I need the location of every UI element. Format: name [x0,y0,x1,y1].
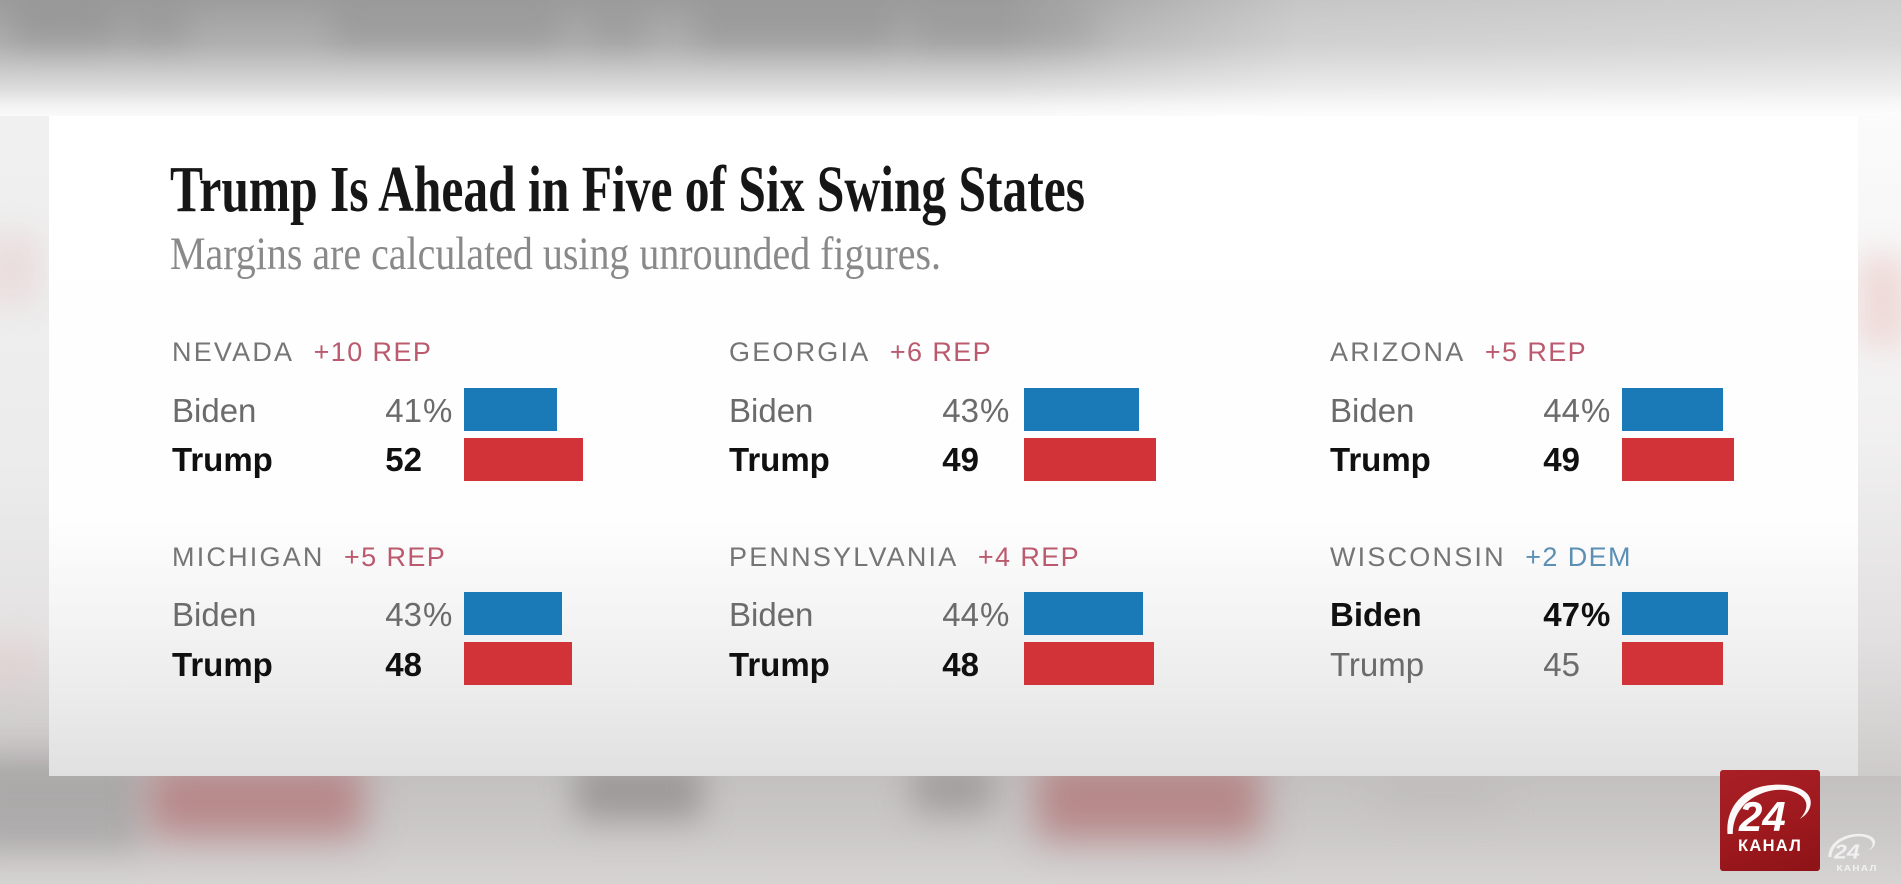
svg-text:24: 24 [1833,841,1860,863]
svg-text:24: 24 [1738,793,1786,840]
svg-text:КАНАЛ: КАНАЛ [1738,837,1802,855]
svg-text:КАНАЛ: КАНАЛ [1836,864,1877,873]
